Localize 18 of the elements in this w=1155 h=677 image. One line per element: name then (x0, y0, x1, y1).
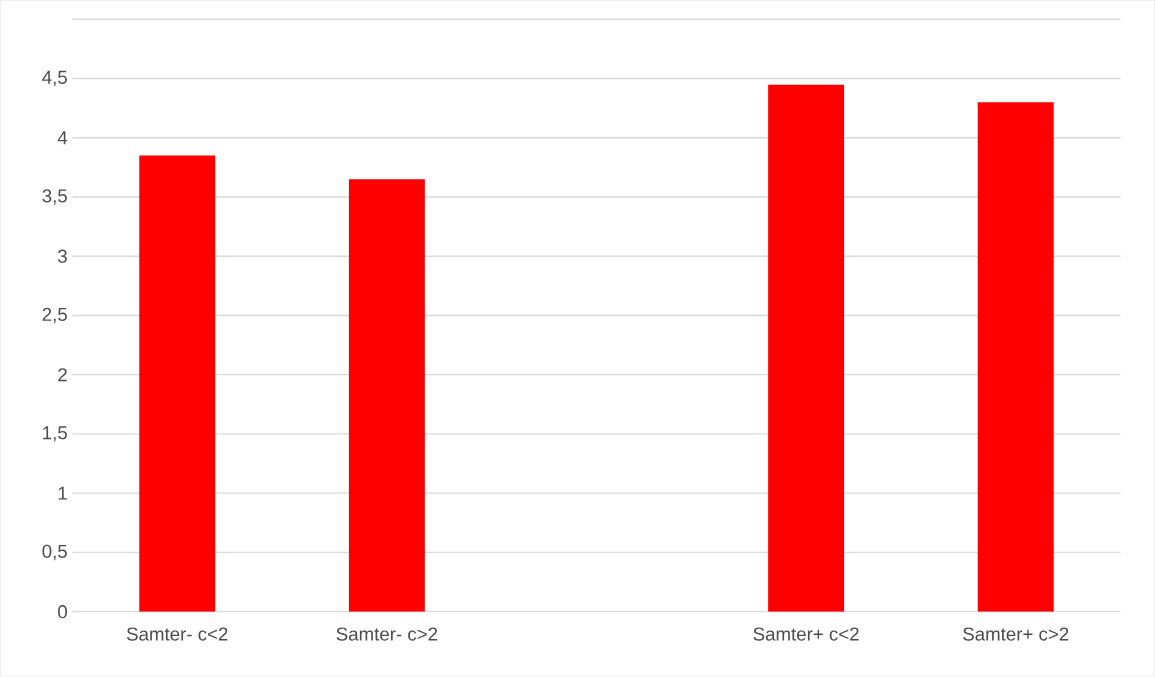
x-tick-label: Samter+ c>2 (963, 627, 1069, 641)
y-tick-label: 0,5 (42, 544, 67, 561)
y-tick-label: 1,5 (43, 426, 67, 442)
x-tick-label: Samter+ c<2 (753, 627, 859, 641)
x-tick-label: Samter- c>2 (336, 627, 438, 641)
y-tick-label: 4 (57, 131, 68, 145)
y-tick-label: 1 (58, 487, 67, 500)
bar (768, 84, 845, 612)
bar (348, 179, 425, 612)
bar (139, 155, 216, 612)
x-tick-label: Samter- c<2 (126, 627, 228, 641)
y-tick-label: 3,5 (42, 189, 67, 205)
bar (977, 102, 1054, 612)
y-tick-label: 3 (58, 249, 67, 264)
y-tick-label: 2 (58, 368, 67, 382)
y-tick-label: 4,5 (42, 71, 67, 87)
y-tick-label: 2,5 (42, 307, 67, 324)
y-tick-label: 0 (58, 605, 67, 619)
